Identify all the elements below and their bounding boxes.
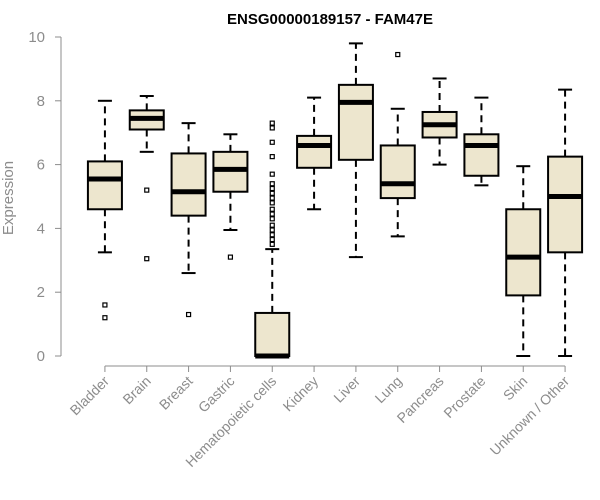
outlier-point	[144, 256, 150, 262]
box-series	[86, 42, 584, 359]
x-tick-label: Breast	[156, 373, 196, 413]
x-tick-label: Skin	[500, 373, 531, 404]
y-axis-label: Expression	[0, 161, 17, 235]
outlier-point	[144, 187, 150, 193]
x-tick-label: Pancreas	[394, 373, 447, 426]
x-tick-label: Liver	[330, 373, 363, 406]
box-iqr	[547, 155, 584, 254]
box-iqr	[254, 311, 291, 357]
box-group	[547, 88, 584, 357]
x-tick-label: Bladder	[67, 373, 113, 419]
box-group	[86, 99, 123, 321]
outlier-point	[269, 125, 275, 131]
x-tick-label: Lung	[372, 373, 405, 406]
box-group	[463, 96, 500, 187]
y-tick-label: 10	[28, 29, 45, 46]
x-tick-label: Unknown / Other	[487, 373, 573, 459]
box-group	[337, 42, 374, 259]
outlier-point	[269, 222, 275, 228]
box-iqr	[463, 133, 500, 177]
outlier-point	[269, 181, 275, 187]
outlier-point	[269, 227, 275, 233]
chart-title: ENSG00000189157 - FAM47E	[227, 11, 433, 28]
outlier-point	[269, 211, 275, 217]
y-tick-label: 6	[37, 157, 45, 174]
outlier-point	[185, 311, 192, 318]
x-tick-label: Prostate	[440, 373, 488, 421]
outlier-point	[269, 200, 275, 206]
outlier-point	[395, 51, 401, 58]
outlier-point	[269, 241, 275, 247]
box-iqr	[86, 160, 123, 211]
y-tick-label: 0	[37, 348, 45, 365]
outlier-point	[269, 185, 275, 192]
outlier-point	[269, 206, 275, 212]
x-tick-label: Brain	[119, 373, 153, 407]
outlier-point	[269, 190, 275, 196]
box-iqr	[170, 152, 207, 217]
outlier-point	[269, 195, 275, 201]
x-tick-label: Kidney	[280, 373, 322, 415]
y-tick-label: 4	[37, 220, 45, 237]
box-group	[421, 77, 458, 166]
box-group	[128, 95, 165, 262]
y-tick-label: 8	[37, 93, 45, 110]
y-tick-label: 2	[37, 284, 45, 301]
box-iqr	[337, 83, 374, 161]
box-group	[254, 120, 291, 359]
outlier-point	[269, 216, 275, 222]
outlier-point	[102, 315, 108, 321]
box-group	[505, 165, 542, 357]
y-axis: 0 2 4 6 8 10	[28, 29, 62, 365]
outlier-point	[227, 254, 234, 260]
box-group	[212, 133, 249, 260]
outlier-point	[269, 120, 275, 126]
box-iqr	[379, 144, 416, 200]
box-group	[296, 96, 333, 211]
box-group	[379, 51, 416, 238]
box-iqr	[505, 208, 542, 297]
outlier-point	[102, 302, 108, 308]
box-iqr	[296, 134, 333, 169]
outlier-point	[269, 171, 275, 177]
outlier-point	[269, 139, 275, 145]
outlier-point	[269, 154, 275, 160]
outlier-point	[269, 236, 275, 243]
box-group	[170, 122, 207, 318]
outlier-point	[269, 232, 275, 238]
